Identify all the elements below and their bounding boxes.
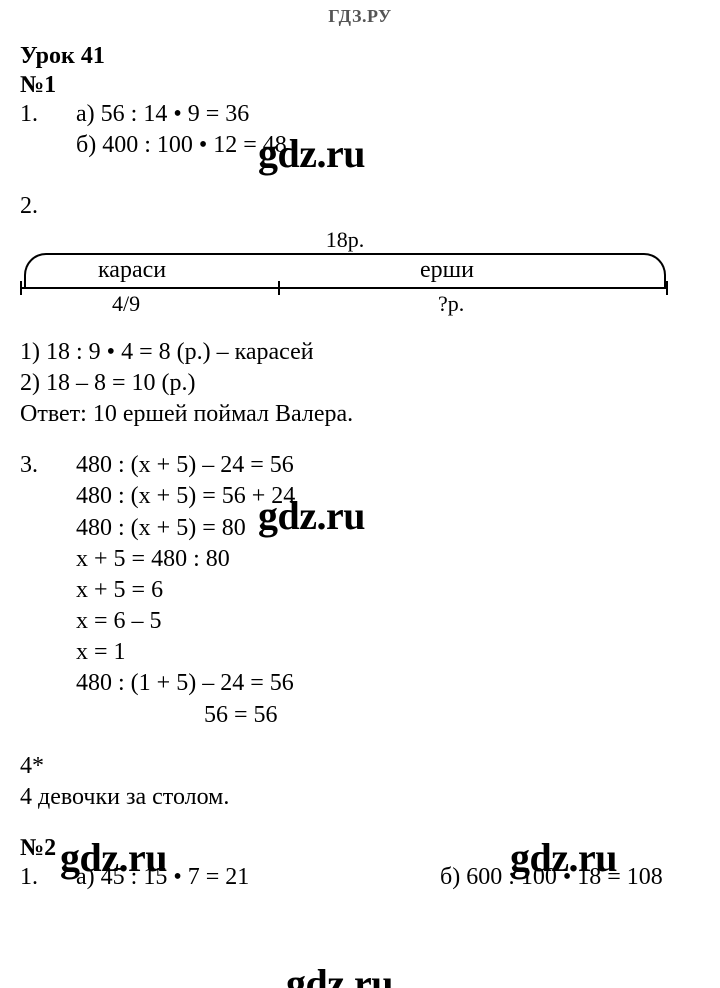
p1-line-b: б) 400 : 100 • 12 = 48 xyxy=(20,130,700,161)
diagram-under-right: ?р. xyxy=(438,291,464,317)
p2-step-1: 1) 18 : 9 • 4 = 8 (р.) – карасей xyxy=(20,337,700,368)
p3-line-6: x = 6 – 5 xyxy=(20,606,700,637)
s2-p1-a-text: а) 45 : 15 • 7 = 21 xyxy=(76,864,249,890)
p3-line-3: 480 : (x + 5) = 80 xyxy=(20,513,700,544)
p3-line-2: 480 : (x + 5) = 56 + 24 xyxy=(20,481,700,512)
p3-line-1: 3.480 : (x + 5) – 24 = 56 xyxy=(20,450,700,481)
diagram-cell-right: ерши xyxy=(420,257,474,284)
p3-line-9: 56 = 56 xyxy=(20,700,700,731)
section-2-heading: №2 xyxy=(20,835,700,862)
p2-number: 2. xyxy=(20,191,700,222)
p4-text: 4 девочки за столом. xyxy=(20,782,700,813)
bracket-diagram: 18р. караси ерши 4/9 ?р. xyxy=(20,227,670,317)
diagram-tick-right xyxy=(666,281,668,295)
p2-number-text: 2. xyxy=(20,193,38,219)
p1-a-text: а) 56 : 14 • 9 = 36 xyxy=(76,101,249,127)
diagram-cell-left: караси xyxy=(98,257,166,284)
p2-answer: Ответ: 10 ершей поймал Валера. xyxy=(20,399,700,430)
diagram-tick-mid xyxy=(278,281,280,295)
watermark-5: gdz.ru xyxy=(286,960,393,988)
p1-line-a: 1.а) 56 : 14 • 9 = 36 xyxy=(20,99,700,130)
diagram-top-label: 18р. xyxy=(20,227,670,253)
p3-number: 3. xyxy=(20,450,76,481)
p3-line-7: x = 1 xyxy=(20,637,700,668)
s2-p1-row: 1.а) 45 : 15 • 7 = 21 б) 600 : 100 • 18 … xyxy=(20,862,700,893)
page-root: ГДЗ.РУ Урок 41 №1 1.а) 56 : 14 • 9 = 36 … xyxy=(0,0,720,988)
p3-line-8: 480 : (1 + 5) – 24 = 56 xyxy=(20,668,700,699)
p3-l1-text: 480 : (x + 5) – 24 = 56 xyxy=(76,452,294,478)
p3-line-4: x + 5 = 480 : 80 xyxy=(20,544,700,575)
s2-p1-a: 1.а) 45 : 15 • 7 = 21 xyxy=(20,862,440,893)
p1-number: 1. xyxy=(20,99,76,130)
lesson-title: Урок 41 xyxy=(20,43,700,70)
diagram-tick-left xyxy=(20,281,22,295)
s2-p1-b: б) 600 : 100 • 18 = 108 xyxy=(440,862,700,893)
section-1-heading: №1 xyxy=(20,72,700,99)
site-header: ГДЗ.РУ xyxy=(20,0,700,27)
s2-p1-number: 1. xyxy=(20,862,76,893)
p3-line-5: x + 5 = 6 xyxy=(20,575,700,606)
p2-step-2: 2) 18 – 8 = 10 (р.) xyxy=(20,368,700,399)
p4-number: 4* xyxy=(20,751,700,782)
diagram-baseline xyxy=(20,287,668,289)
diagram-under-left: 4/9 xyxy=(112,291,140,317)
